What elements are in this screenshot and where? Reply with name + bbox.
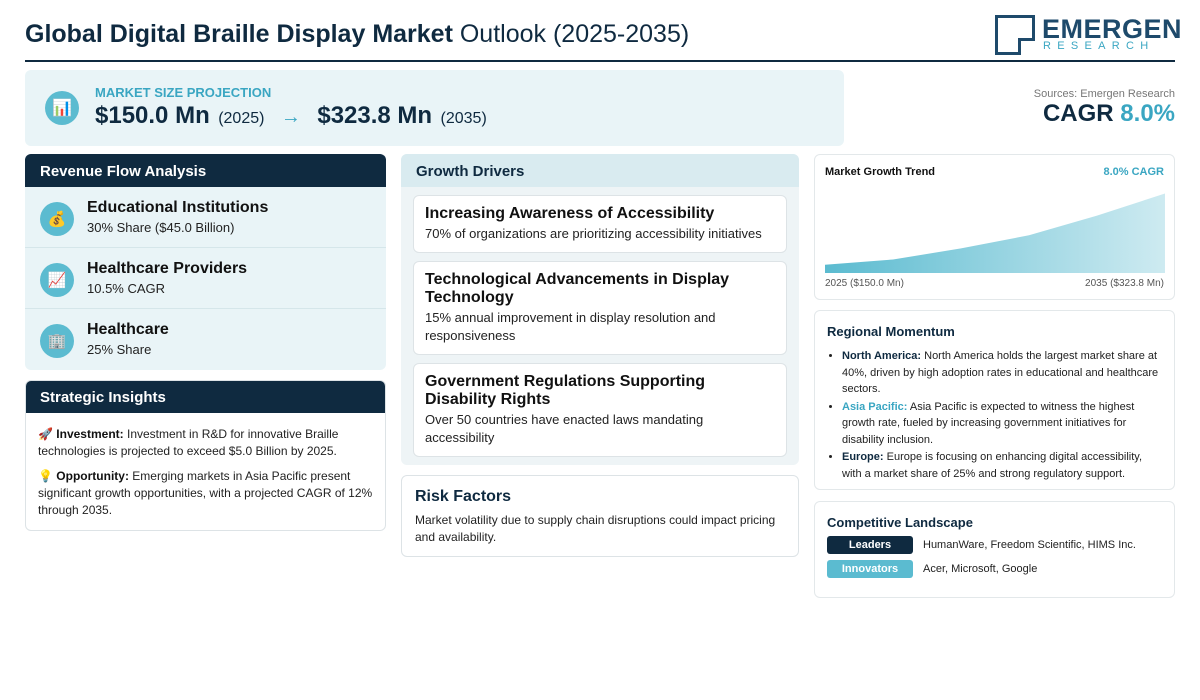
driver-sub: Over 50 countries have enacted laws mand… — [425, 412, 704, 445]
rocket-icon: 🚀 — [38, 427, 53, 441]
revenue-flow-title: Revenue Flow Analysis — [25, 154, 386, 187]
start-year: (2025) — [218, 110, 265, 127]
insight-opportunity: 💡 Opportunity: Emerging markets in Asia … — [26, 468, 385, 519]
projection-values: $150.0 Mn (2025) → $323.8 Mn (2035) — [95, 102, 499, 130]
revenue-item-sub: 10.5% CAGR — [87, 281, 166, 296]
bar-chart-icon: 📊 — [45, 91, 79, 125]
insight-label: Opportunity: — [56, 469, 129, 483]
strategic-insights-panel: Strategic Insights 🚀 Investment: Investm… — [25, 380, 386, 531]
driver-title: Increasing Awareness of Accessibility — [425, 205, 715, 222]
driver-card: Increasing Awareness of Accessibility 70… — [413, 195, 787, 253]
insight-text: Emerging markets in Asia Pacific present… — [38, 469, 373, 517]
driver-sub: 15% annual improvement in display resolu… — [425, 310, 716, 343]
region-text: Europe is focusing on enhancing digital … — [842, 451, 1143, 480]
regional-momentum-panel: Regional Momentum North America: North A… — [814, 310, 1175, 490]
revenue-item: 🏢 Healthcare 25% Share — [25, 309, 386, 370]
end-value: $323.8 Mn — [317, 102, 433, 129]
trend-title: Market Growth Trend — [825, 166, 936, 178]
page-title: Global Digital Braille Display Market Ou… — [25, 20, 689, 49]
growth-drivers-panel: Growth Drivers Increasing Awareness of A… — [401, 154, 799, 465]
cagr-summary: CAGR 8.0% — [1043, 100, 1175, 128]
market-growth-trend-card: Market Growth Trend 8.0% CAGR 2025 ($150… — [814, 154, 1175, 300]
logo-sub: RESEARCH — [1043, 40, 1155, 52]
competitor-names: HumanWare, Freedom Scientific, HIMS Inc. — [923, 539, 1136, 551]
revenue-item: 💰 Educational Institutions 30% Share ($4… — [25, 187, 386, 248]
cagr-value: 8.0% — [1120, 100, 1175, 127]
competitive-landscape-title: Competitive Landscape — [827, 515, 973, 530]
innovators-badge: Innovators — [827, 560, 913, 578]
revenue-item-title: Healthcare Providers — [87, 260, 248, 277]
projection-label: MARKET SIZE PROJECTION — [95, 85, 272, 100]
competitor-names: Acer, Microsoft, Google — [923, 563, 1038, 575]
region-label: North America: — [842, 350, 922, 362]
region-text: North America holds the largest market s… — [842, 350, 1159, 395]
region-item: Asia Pacific: Asia Pacific is expected t… — [842, 399, 1162, 449]
revenue-item-sub: 30% Share ($45.0 Billion) — [87, 220, 235, 235]
region-item: North America: North America holds the l… — [842, 348, 1162, 398]
revenue-item-title: Educational Institutions — [87, 199, 269, 216]
page-title-rest: Outlook (2025-2035) — [459, 20, 690, 48]
risk-factors-title: Risk Factors — [415, 488, 512, 505]
logo-name: EMERGEN — [1042, 14, 1183, 44]
region-text: Asia Pacific is expected to witness the … — [842, 400, 1135, 446]
region-item: Europe: Europe is focusing on enhancing … — [842, 449, 1162, 482]
risk-factors-panel: Risk Factors Market volatility due to su… — [401, 475, 799, 557]
driver-title: Technological Advancements in Display Te… — [425, 271, 730, 306]
sources-text: Sources: Emergen Research — [1033, 88, 1175, 100]
driver-title: Government Regulations Supporting Disabi… — [425, 373, 706, 408]
insight-text: Investment in R&D for innovative Braille… — [38, 427, 339, 458]
region-label: Europe: — [842, 451, 884, 463]
trend-cagr: 8.0% CAGR — [1103, 166, 1164, 178]
logo-mark-icon — [995, 15, 1035, 55]
revenue-item-sub: 25% Share — [87, 342, 152, 357]
competitive-landscape-panel: Competitive Landscape Leaders HumanWare,… — [814, 501, 1175, 598]
leaders-badge: Leaders — [827, 536, 913, 554]
trend-start-label: 2025 ($150.0 Mn) — [825, 278, 904, 289]
risk-factors-text: Market volatility due to supply chain di… — [415, 513, 776, 544]
competitor-row: Innovators Acer, Microsoft, Google — [827, 560, 1162, 578]
arrow-right-icon: → — [280, 106, 301, 128]
region-label: Asia Pacific: — [842, 400, 908, 413]
trend-area-chart — [825, 193, 1165, 273]
start-value: $150.0 Mn — [95, 102, 210, 129]
driver-card: Government Regulations Supporting Disabi… — [413, 363, 787, 457]
competitor-row: Leaders HumanWare, Freedom Scientific, H… — [827, 536, 1162, 554]
trend-area — [825, 193, 1165, 273]
revenue-flow-panel: Revenue Flow Analysis 💰 Educational Inst… — [25, 154, 386, 370]
trend-up-icon: 📈 — [40, 263, 74, 297]
revenue-item: 📈 Healthcare Providers 10.5% CAGR — [25, 248, 386, 309]
cagr-label: CAGR — [1042, 100, 1114, 127]
regional-momentum-title: Regional Momentum — [827, 324, 955, 339]
market-projection-card: 📊 MARKET SIZE PROJECTION $150.0 Mn (2025… — [25, 70, 844, 146]
driver-sub: 70% of organizations are prioritizing ac… — [425, 226, 762, 241]
insight-investment: 🚀 Investment: Investment in R&D for inno… — [26, 426, 385, 460]
lightbulb-icon: 💡 — [38, 469, 53, 483]
money-bag-icon: 💰 — [40, 202, 74, 236]
emergen-logo[interactable]: EMERGEN RESEARCH — [995, 14, 1182, 56]
region-list: North America: North America holds the l… — [827, 348, 1162, 482]
page-header: Global Digital Braille Display Market Ou… — [25, 14, 1182, 62]
insight-label: Investment: — [56, 427, 124, 441]
building-icon: 🏢 — [40, 324, 74, 358]
growth-drivers-title: Growth Drivers — [401, 154, 799, 187]
strategic-insights-title: Strategic Insights — [26, 381, 385, 413]
revenue-item-title: Healthcare — [87, 321, 169, 338]
driver-card: Technological Advancements in Display Te… — [413, 261, 787, 355]
page-title-bold: Global Digital Braille Display Market — [25, 20, 453, 48]
end-year: (2035) — [440, 110, 487, 127]
trend-end-label: 2035 ($323.8 Mn) — [1085, 278, 1164, 289]
